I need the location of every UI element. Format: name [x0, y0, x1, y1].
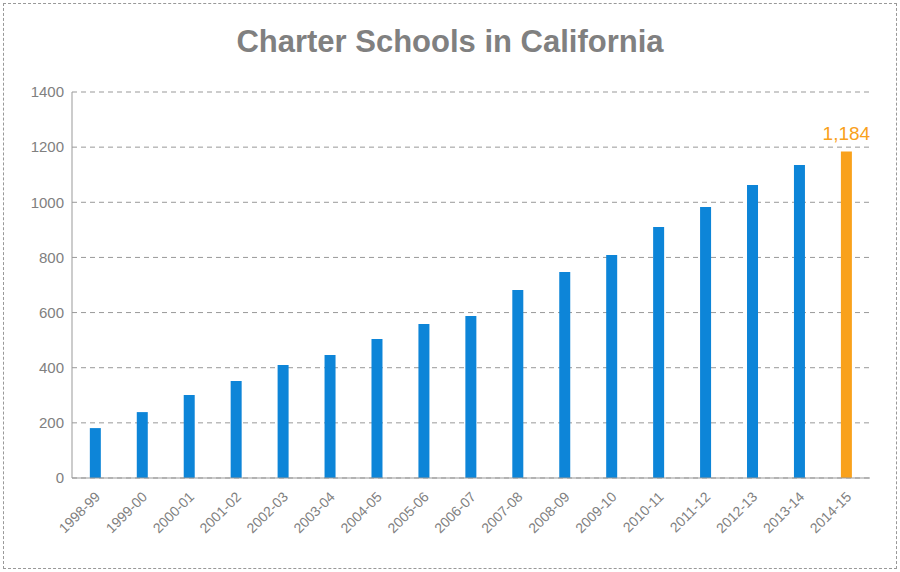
svg-text:2006-07: 2006-07	[431, 488, 479, 536]
svg-text:2005-06: 2005-06	[384, 488, 432, 536]
svg-text:2000-01: 2000-01	[149, 488, 197, 536]
svg-text:2004-05: 2004-05	[337, 488, 385, 536]
svg-text:1000: 1000	[31, 194, 64, 211]
svg-text:1400: 1400	[31, 83, 64, 100]
svg-text:400: 400	[39, 359, 64, 376]
svg-text:2002-03: 2002-03	[243, 488, 291, 536]
svg-text:2013-14: 2013-14	[760, 488, 808, 536]
svg-text:2010-11: 2010-11	[620, 488, 667, 535]
svg-text:1999-00: 1999-00	[103, 488, 151, 536]
svg-text:2014-15: 2014-15	[807, 488, 855, 536]
svg-text:2007-08: 2007-08	[478, 488, 526, 536]
svg-text:0: 0	[56, 469, 64, 486]
svg-text:1200: 1200	[31, 138, 64, 155]
svg-text:2011-12: 2011-12	[667, 488, 714, 535]
svg-text:2012-13: 2012-13	[713, 488, 761, 536]
svg-text:600: 600	[39, 304, 64, 321]
svg-text:2009-10: 2009-10	[572, 488, 620, 536]
svg-text:2008-09: 2008-09	[525, 488, 573, 536]
svg-text:1998-99: 1998-99	[56, 488, 104, 536]
svg-text:200: 200	[39, 414, 64, 431]
svg-text:1,184: 1,184	[823, 123, 871, 144]
svg-text:800: 800	[39, 249, 64, 266]
svg-text:2003-04: 2003-04	[290, 488, 338, 536]
svg-text:2001-02: 2001-02	[196, 488, 244, 536]
html-text:Charter Schools in California: Charter Schools in California	[236, 24, 664, 59]
